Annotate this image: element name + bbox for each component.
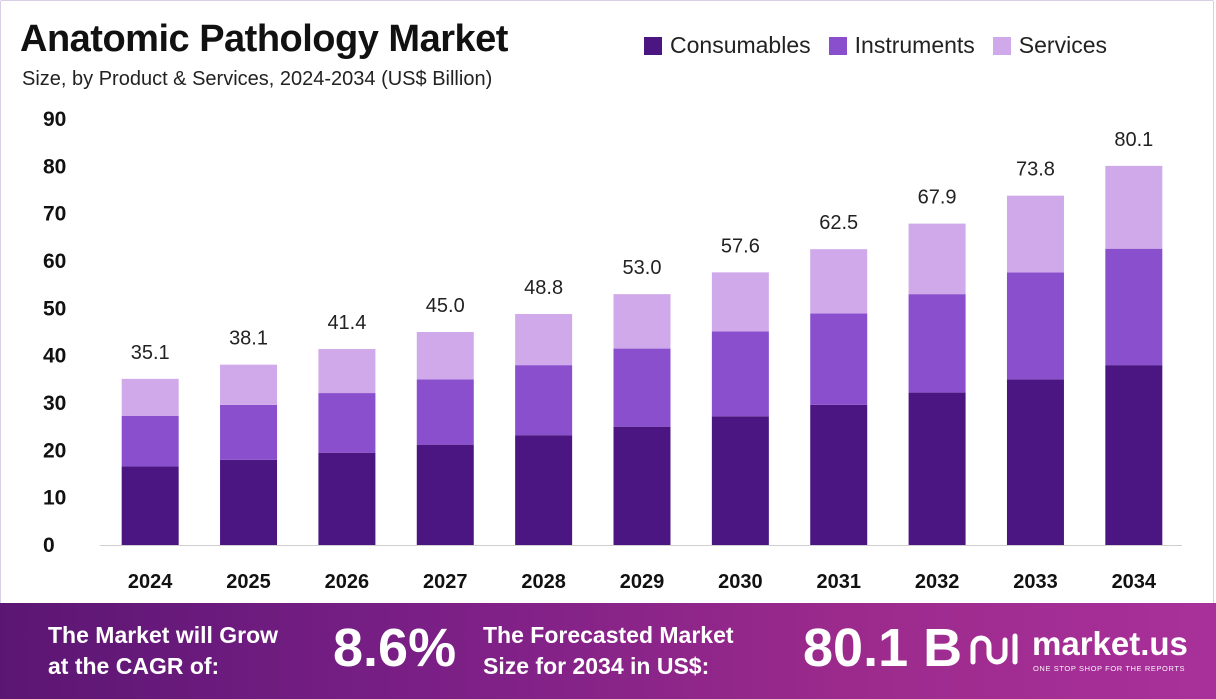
legend-label-consumables: Consumables — [670, 32, 811, 58]
chart-subtitle: Size, by Product & Services, 2024-2034 (… — [22, 68, 493, 90]
total-label-2033: 73.8 — [1016, 159, 1055, 181]
bar-consumables-2026 — [318, 452, 376, 545]
chart-legend: Consumables Instruments Services — [644, 32, 1107, 59]
bar-consumables-2025 — [220, 459, 278, 545]
total-label-2034: 80.1 — [1114, 129, 1153, 151]
bar-services-2031 — [810, 249, 868, 314]
bar-instruments-2026 — [318, 393, 376, 453]
bar-services-2024 — [121, 378, 179, 416]
legend-swatch-instruments — [828, 36, 847, 55]
x-tick-label-2028: 2028 — [521, 571, 566, 593]
x-tick-label-2032: 2032 — [915, 571, 960, 593]
legend-swatch-consumables — [644, 36, 662, 55]
total-label-2029: 53.0 — [623, 257, 662, 279]
x-tick-label-2026: 2026 — [325, 571, 370, 593]
x-tick-label-2030: 2030 — [718, 571, 763, 593]
y-tick-label: 10 — [43, 487, 66, 510]
bar-instruments-2033 — [1006, 272, 1064, 380]
brand-tagline: ONE STOP SHOP FOR THE REPORTS — [1033, 664, 1186, 673]
y-tick-label: 50 — [43, 297, 66, 320]
bar-instruments-2032 — [908, 294, 966, 393]
x-tick-label-2034: 2034 — [1112, 571, 1157, 593]
chart-title: Anatomic Pathology Market — [20, 18, 508, 60]
total-label-2030: 57.6 — [721, 235, 760, 257]
forecast-label: The Forecasted Market Size for 2034 in U… — [483, 620, 734, 682]
bar-services-2026 — [318, 349, 376, 394]
bar-instruments-2027 — [416, 379, 474, 445]
total-label-2027: 45.0 — [426, 295, 465, 317]
bar-instruments-2029 — [613, 348, 671, 427]
x-tick-label-2027: 2027 — [423, 571, 468, 593]
x-tick-label-2033: 2033 — [1013, 571, 1058, 593]
bar-instruments-2024 — [121, 415, 179, 467]
cagr-label: The Market will Grow at the CAGR of: — [48, 620, 278, 682]
bar-services-2029 — [613, 294, 671, 349]
bar-instruments-2025 — [220, 404, 278, 460]
bar-instruments-2031 — [810, 313, 868, 405]
bar-services-2034 — [1105, 165, 1163, 249]
y-tick-label: 30 — [43, 392, 66, 415]
cagr-value: 8.6% — [333, 618, 457, 678]
forecast-value: 80.1 B — [803, 618, 963, 678]
bar-consumables-2034 — [1105, 365, 1163, 545]
bar-services-2025 — [220, 364, 278, 405]
x-tick-label-2024: 2024 — [128, 571, 173, 593]
legend-label-instruments: Instruments — [854, 32, 975, 58]
bar-consumables-2027 — [416, 444, 474, 545]
bar-instruments-2028 — [515, 365, 573, 436]
bar-instruments-2034 — [1105, 248, 1163, 366]
legend-swatch-services — [992, 36, 1011, 55]
total-label-2026: 41.4 — [327, 312, 366, 334]
bar-consumables-2029 — [613, 426, 671, 545]
bar-consumables-2033 — [1006, 379, 1064, 545]
bar-consumables-2024 — [121, 466, 179, 545]
y-tick-label: 70 — [43, 203, 66, 226]
brand-name: market.us — [1032, 625, 1188, 662]
y-tick-label: 80 — [43, 155, 66, 178]
cagr-label-line1: The Market will Grow — [48, 622, 279, 648]
x-tick-label-2031: 2031 — [816, 571, 861, 593]
total-label-2025: 38.1 — [229, 328, 268, 350]
bar-consumables-2028 — [515, 435, 573, 545]
forecast-label-line1: The Forecasted Market — [483, 622, 734, 648]
bar-services-2028 — [515, 314, 573, 366]
total-label-2031: 62.5 — [819, 212, 858, 234]
bar-services-2033 — [1006, 195, 1064, 273]
bar-services-2032 — [908, 223, 966, 295]
y-tick-label: 40 — [43, 345, 66, 368]
y-tick-label: 0 — [43, 534, 55, 557]
legend-item-services: Services — [992, 32, 1107, 59]
bar-consumables-2032 — [908, 392, 966, 545]
y-tick-label: 60 — [43, 250, 66, 273]
legend-label-services: Services — [1018, 32, 1107, 58]
bar-consumables-2031 — [810, 404, 868, 545]
bar-services-2027 — [416, 332, 474, 380]
stacked-bar-chart: 010203040506070809035.1202438.1202541.42… — [43, 108, 1182, 593]
bar-consumables-2030 — [711, 416, 769, 545]
x-tick-label-2025: 2025 — [226, 571, 271, 593]
bar-instruments-2030 — [711, 331, 769, 417]
total-label-2032: 67.9 — [918, 187, 957, 209]
y-tick-label: 90 — [43, 108, 66, 131]
y-tick-label: 20 — [43, 439, 66, 462]
legend-item-instruments: Instruments — [828, 32, 975, 59]
footer-banner: The Market will Grow at the CAGR of: 8.6… — [0, 603, 1216, 699]
forecast-label-line2: Size for 2034 in US$: — [483, 653, 710, 679]
market-us-logo-icon — [970, 633, 1018, 665]
legend-item-consumables: Consumables — [644, 32, 811, 59]
bar-services-2030 — [711, 272, 769, 332]
cagr-label-line2: at the CAGR of: — [48, 653, 220, 679]
total-label-2028: 48.8 — [524, 277, 563, 299]
total-label-2024: 35.1 — [131, 342, 170, 364]
x-tick-label-2029: 2029 — [620, 571, 665, 593]
